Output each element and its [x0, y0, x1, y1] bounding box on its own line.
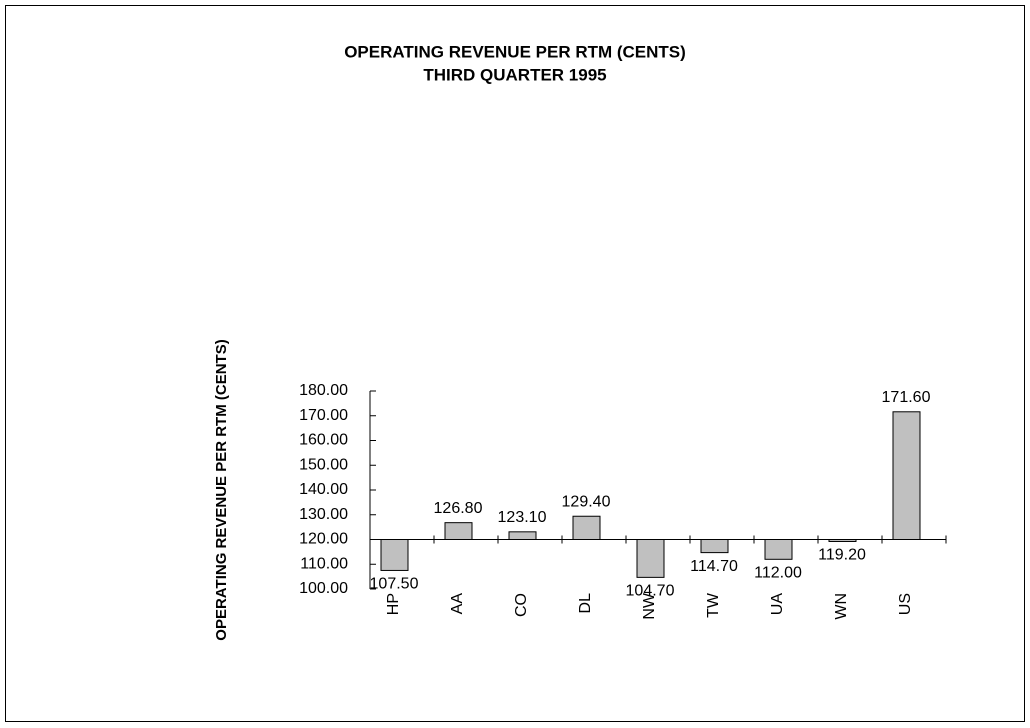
x-tick-label: HP	[385, 593, 402, 615]
bar	[700, 539, 729, 554]
bar	[444, 522, 473, 540]
y-tick-label: 140.00	[299, 481, 348, 498]
y-tick-label: 160.00	[299, 432, 348, 449]
x-tick-label: DL	[577, 593, 594, 614]
y-tick-label: 100.00	[299, 580, 348, 597]
data-label: 129.40	[562, 493, 611, 510]
chart-subtitle: THIRD QUARTER 1995	[423, 65, 606, 84]
y-tick-label: 170.00	[299, 407, 348, 424]
y-tick-label: 110.00	[300, 555, 348, 572]
data-label: 119.20	[818, 547, 866, 564]
x-tick-label: AA	[449, 593, 466, 615]
data-label: 114.70	[690, 558, 738, 575]
x-tick-label: WN	[833, 593, 850, 620]
bar	[380, 539, 409, 571]
x-tick-label: NW	[641, 592, 658, 620]
bar	[572, 515, 601, 540]
data-label: 123.10	[498, 509, 547, 526]
y-axis-label: OPERATING REVENUE PER RTM (CENTS)	[213, 339, 230, 640]
data-label: 126.80	[434, 500, 483, 517]
frame	[5, 5, 1025, 722]
bar	[828, 539, 857, 542]
x-tick-label: CO	[513, 593, 530, 617]
bar	[636, 539, 665, 578]
x-tick-label: UA	[769, 593, 786, 616]
data-label: 104.70	[626, 583, 675, 600]
y-tick-label: 120.00	[299, 531, 348, 548]
data-label: 112.00	[754, 565, 802, 582]
data-label: 171.60	[882, 389, 931, 406]
y-tick-label: 150.00	[299, 456, 348, 473]
chart-title: OPERATING REVENUE PER RTM (CENTS)	[344, 42, 686, 61]
x-tick-label: TW	[705, 592, 722, 618]
data-label: 107.50	[370, 576, 419, 593]
y-tick-label: 130.00	[299, 506, 348, 523]
bar	[508, 531, 537, 541]
x-tick-label: US	[897, 593, 914, 615]
y-tick-label: 180.00	[299, 382, 348, 399]
bar	[764, 539, 793, 560]
bar	[892, 411, 921, 541]
